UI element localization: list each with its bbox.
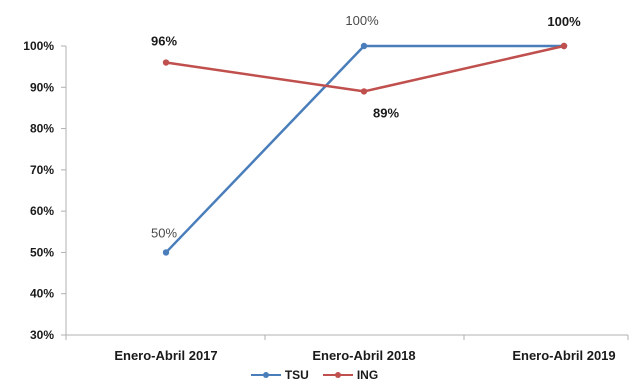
legend-label-ing: ING — [356, 367, 379, 382]
y-tick-label: 80% — [30, 122, 54, 136]
data-label-tsu: 100% — [345, 13, 379, 28]
legend-swatch-tsu — [250, 369, 281, 381]
data-point-ing — [360, 88, 368, 95]
data-point-ing — [560, 42, 568, 50]
y-tick-label: 70% — [30, 163, 54, 177]
y-tick-label: 100% — [23, 39, 54, 53]
series-line-ing — [165, 44, 565, 93]
data-point-tsu — [162, 249, 170, 256]
series-layer — [162, 42, 568, 256]
y-tick-label: 50% — [30, 245, 54, 259]
legend-label-tsu: TSU — [284, 367, 309, 382]
data-label-tsu: 50% — [151, 225, 177, 240]
y-axis: 30% 40% 50% 60% 70% 80% 90% 100% — [23, 39, 67, 342]
x-tick-label: Enero-Abril 2019 — [512, 348, 615, 363]
x-tick-label: Enero-Abril 2018 — [312, 348, 415, 363]
legend: TSU ING — [0, 367, 629, 382]
y-tick-label: 40% — [30, 287, 54, 301]
y-tick-label: 90% — [30, 80, 54, 94]
data-label-ing: 100% — [547, 14, 581, 29]
y-tick-label: 30% — [30, 328, 54, 342]
legend-swatch-ing — [322, 369, 353, 381]
y-tick-label: 60% — [30, 204, 54, 218]
x-tick-label: Enero-Abril 2017 — [114, 348, 217, 363]
data-labels: 50% 100% 96% 89% 100% — [151, 13, 581, 240]
series-line-tsu — [165, 44, 564, 254]
legend-item-tsu: TSU — [250, 367, 309, 382]
data-label-ing: 89% — [373, 105, 399, 120]
data-label-ing: 96% — [151, 34, 177, 49]
data-point-ing — [162, 59, 170, 66]
data-point-tsu — [360, 42, 368, 50]
x-axis: Enero-Abril 2017 Enero-Abril 2018 Enero-Ab… — [65, 334, 629, 363]
legend-item-ing: ING — [322, 367, 379, 382]
